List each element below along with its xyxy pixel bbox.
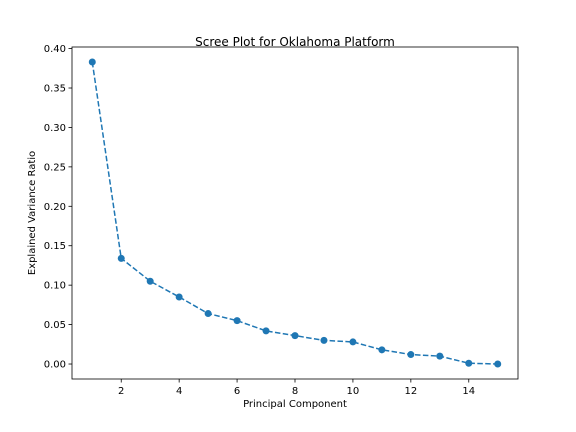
data-point [88,58,96,66]
data-point [494,360,502,368]
data-point [262,327,270,335]
data-point [233,317,241,325]
x-tick-label: 14 [462,386,475,397]
data-point [291,332,299,340]
y-axis-label: Explained Variance Ratio [27,151,38,275]
axes-frame [71,46,519,380]
data-point [407,351,415,359]
y-tick-label: 0.05 [44,320,66,331]
plot-area: 2 4 6 8 10 12 14 0.00 0.05 0.10 0.15 0.20 0.25 0.30 0.… [44,44,502,397]
y-tick-label: 0.10 [44,281,66,292]
x-tick-label: 8 [292,386,298,397]
y-tick-label: 0.40 [44,44,66,55]
y-tick-label: 0.20 [44,202,66,213]
x-axis-label: Principal Component [243,399,347,410]
data-point [117,254,125,262]
y-tick-label: 0.15 [44,241,66,252]
data-point [465,359,473,367]
y-tick-label: 0.00 [44,360,66,371]
data-point [378,346,386,354]
x-tick-label: 6 [234,386,240,397]
data-point [349,338,357,346]
data-point [436,352,444,360]
data-point [146,277,154,285]
x-tick-label: 4 [176,386,182,397]
chart-title: Scree Plot for Oklahoma Platform [195,35,395,49]
y-tick-label: 0.25 [44,162,66,173]
y-tick-label: 0.30 [44,123,66,134]
data-point [175,293,183,301]
y-tick-label: 0.35 [44,84,66,95]
x-tick-label: 12 [404,386,417,397]
x-tick-label: 10 [347,386,360,397]
x-tick-label: 2 [118,386,124,397]
data-point [204,310,212,318]
data-point [320,336,328,344]
